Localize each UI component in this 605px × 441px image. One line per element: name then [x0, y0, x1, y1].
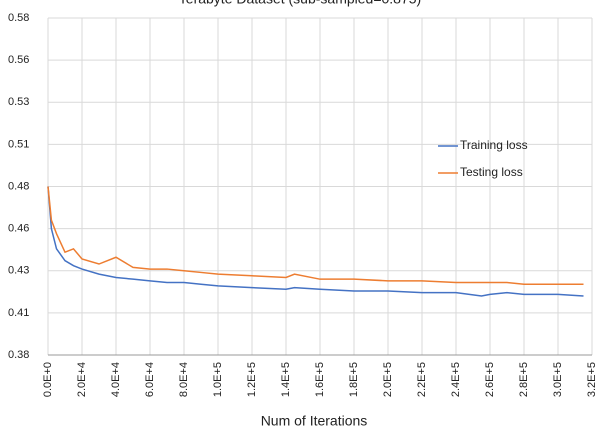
x-tick-label: 6.0E+4: [144, 362, 156, 397]
chart-title: Terabyte Dataset (sub-sampled=0.875): [179, 0, 421, 7]
series-line: [47, 186, 584, 285]
x-axis-label: Num of Iterations: [261, 413, 368, 429]
y-tick-label: 0.56: [8, 54, 29, 66]
x-tick-label: 1.6E+5: [314, 362, 326, 397]
y-tick-label: 0.41: [8, 307, 29, 319]
x-tick-label: 8.0E+4: [178, 362, 190, 397]
y-tick-label: 0.38: [8, 349, 29, 361]
legend-label: Training loss: [460, 138, 528, 152]
x-tick-label: 2.2E+5: [416, 362, 428, 397]
y-tick-label: 0.43: [8, 265, 29, 277]
series-line: [47, 186, 584, 297]
x-tick-label: 1.2E+5: [246, 362, 258, 397]
x-tick-label: 3.0E+5: [552, 362, 564, 397]
x-tick-label: 1.8E+5: [348, 362, 360, 397]
y-tick-label: 0.51: [8, 138, 29, 150]
x-tick-label: 0.0E+0: [42, 362, 54, 397]
y-tick-label: 0.48: [8, 180, 29, 192]
x-tick-label: 1.0E+5: [212, 362, 224, 397]
legend-label: Testing loss: [460, 165, 523, 179]
x-tick-label: 1.4E+5: [280, 362, 292, 397]
y-tick-label: 0.53: [8, 96, 29, 108]
x-tick-label: 2.4E+5: [450, 362, 462, 397]
y-tick-label: 0.58: [8, 12, 29, 24]
y-tick-label: 0.46: [8, 223, 29, 235]
x-tick-label: 2.8E+5: [518, 362, 530, 397]
x-tick-label: 2.0E+4: [76, 362, 88, 397]
x-tick-label: 3.2E+5: [586, 362, 598, 397]
x-tick-label: 4.0E+4: [110, 362, 122, 397]
x-tick-label: 2.0E+5: [382, 362, 394, 397]
x-tick-label: 2.6E+5: [484, 362, 496, 397]
